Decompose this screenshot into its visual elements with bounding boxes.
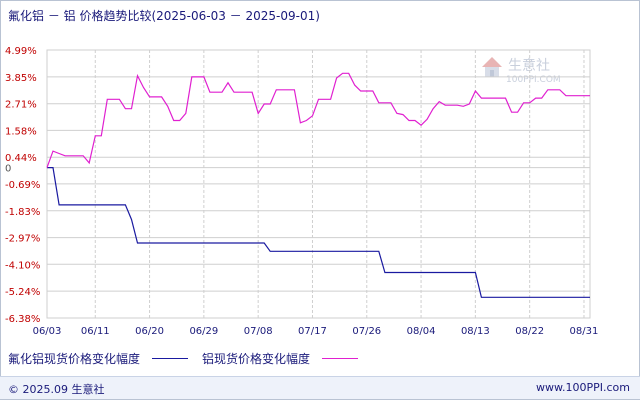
x-tick-label: 08/04 <box>407 326 436 337</box>
house-icon <box>482 57 502 77</box>
legend-swatch-series1 <box>152 358 189 359</box>
y-tick-label: -1.83% <box>5 207 40 218</box>
watermark-logo: 生意社 100PPI.COM <box>482 57 561 85</box>
plot-border <box>46 49 591 319</box>
x-tick-label: 08/13 <box>461 326 490 337</box>
watermark-name: 生意社 <box>508 57 550 74</box>
grid-lines <box>46 49 590 319</box>
x-tick-label: 07/08 <box>244 326 273 337</box>
x-tick-label: 06/20 <box>135 326 164 337</box>
y-tick-label: -0.69% <box>5 180 40 191</box>
chart-title: 氟化铝 － 铝 价格趋势比较(2025-06-03 － 2025-09-01) <box>8 9 320 23</box>
legend-label-series1: 氟化铝现货价格变化幅度 <box>8 352 141 366</box>
series-line-1 <box>47 167 590 298</box>
footer-site-link[interactable]: www.100PPI.com <box>536 381 630 394</box>
legend-label-series2: 铝现货价格变化幅度 <box>202 352 311 366</box>
y-tick-labels: 4.99% 3.85% 2.71% 1.58% 0.44%0 -0.69% -1.83% -2… <box>5 46 40 325</box>
y-tick-label: 0 <box>5 164 11 175</box>
y-tick-label: -6.38% <box>5 314 40 325</box>
y-tick-label: 3.85% <box>5 73 37 84</box>
y-tick-label: -4.10% <box>5 260 40 271</box>
x-tick-label: 07/17 <box>298 326 327 337</box>
y-tick-label: -2.97% <box>5 234 40 245</box>
y-tick-label: 4.99% <box>5 46 37 57</box>
footer-copyright: © 2025.09 生意社 <box>8 383 105 396</box>
watermark-url: 100PPI.COM <box>506 75 561 85</box>
legend: 氟化铝现货价格变化幅度 铝现货价格变化幅度 <box>8 350 372 367</box>
x-tick-label: 07/26 <box>352 326 381 337</box>
y-tick-label: 0.44% <box>5 153 37 164</box>
x-tick-label: 06/11 <box>81 326 110 337</box>
x-tick-label: 06/29 <box>189 326 218 337</box>
x-tick-label: 08/22 <box>515 326 544 337</box>
x-tick-label: 06/03 <box>33 326 62 337</box>
legend-swatch-series2 <box>322 358 359 359</box>
footer-bar: © 2025.09 生意社 www.100PPI.com <box>0 376 640 399</box>
x-tick-labels: 06/03 06/11 06/20 06/29 07/08 07/17 07/26 08/04… <box>33 326 599 337</box>
series-line-2 <box>46 72 590 168</box>
y-tick-label: 2.71% <box>5 100 37 111</box>
y-tick-label: -5.24% <box>5 287 40 298</box>
series-lines <box>46 72 590 298</box>
x-tick-label: 08/31 <box>570 326 599 337</box>
y-tick-label: 1.58% <box>5 126 37 137</box>
axes <box>46 49 591 319</box>
